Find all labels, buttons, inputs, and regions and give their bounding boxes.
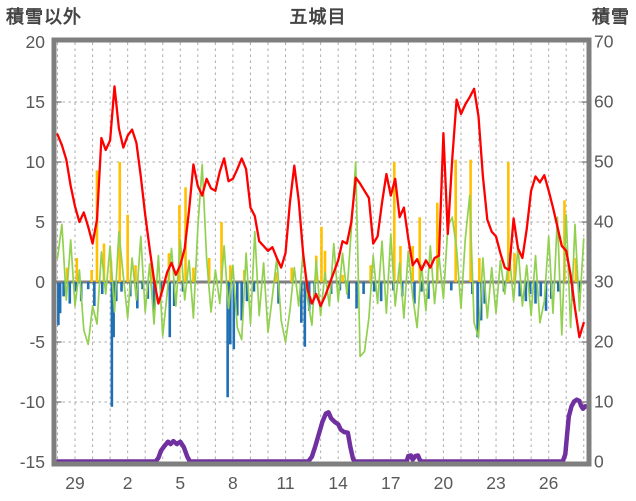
purple-line-series [56, 397, 587, 462]
axis-ticks [56, 101, 587, 403]
x-axis-tick-label: 20 [434, 473, 454, 493]
x-axis-tick-label: 26 [539, 473, 558, 493]
plot-frame [51, 37, 592, 467]
left-axis-tick-label: -5 [29, 332, 45, 352]
red-line-series [56, 85, 585, 339]
right-axis-title: 積雪 [592, 7, 630, 27]
x-axis-tick-label: 29 [65, 473, 84, 493]
x-axis-tick-label: 11 [276, 473, 294, 493]
right-axis-tick-label: 40 [594, 212, 614, 232]
gridlines [56, 42, 587, 462]
right-axis-tick-label: 20 [594, 332, 614, 352]
x-axis-tick-label: 5 [175, 473, 185, 493]
x-axis-tick-label: 17 [381, 473, 400, 493]
page-title: 五城目 [289, 7, 347, 27]
x-axis-tick-label: 8 [228, 473, 238, 493]
left-axis-tick-label: 10 [26, 152, 46, 172]
purple-line [56, 397, 587, 462]
right-axis-tick-label: 10 [594, 392, 614, 412]
left-axis-tick-label: -10 [20, 392, 46, 412]
left-axis-tick-label: 15 [26, 92, 45, 112]
right-axis-tick-label: 50 [594, 152, 614, 172]
right-axis-tick-label: 30 [594, 272, 614, 292]
red-line [56, 85, 585, 339]
left-axis-tick-label: 0 [35, 272, 45, 292]
green-line [56, 161, 585, 358]
x-axis-tick-label: 2 [123, 473, 133, 493]
green-line-series [56, 161, 585, 358]
left-axis-tick-label: 5 [35, 212, 45, 232]
left-axis-title: 積雪以外 [6, 7, 82, 27]
left-axis-tick-label: 20 [26, 32, 46, 52]
plot-area [56, 85, 587, 462]
right-axis-tick-label: 0 [594, 452, 604, 472]
x-axis-tick-label: 14 [328, 473, 348, 493]
x-axis-tick-label: 23 [486, 473, 505, 493]
left-axis-tick-label: -15 [20, 452, 45, 472]
right-axis-tick-label: 60 [594, 92, 614, 112]
right-axis-tick-label: 70 [594, 32, 614, 52]
